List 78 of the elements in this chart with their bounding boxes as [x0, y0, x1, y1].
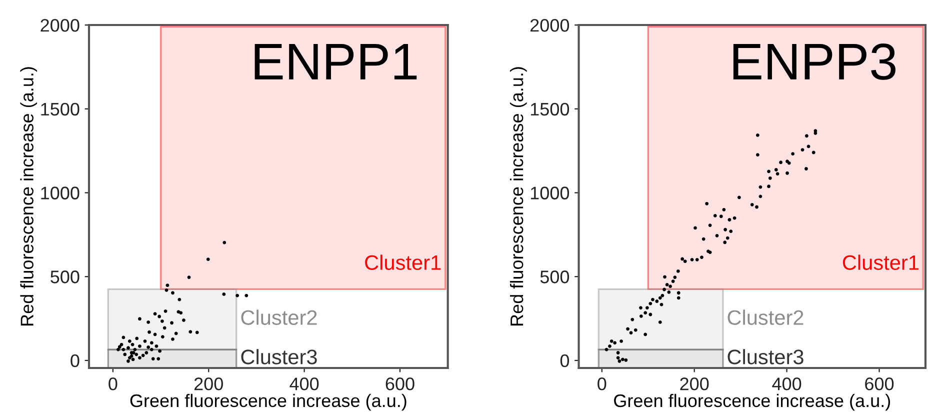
point [116, 348, 120, 352]
point [195, 330, 199, 334]
point [171, 291, 174, 295]
y-tick-label: 1000 [41, 186, 80, 200]
point [171, 337, 174, 341]
point [138, 344, 142, 348]
point [146, 346, 150, 349]
point [222, 292, 226, 296]
y-tick-label: 1500 [41, 102, 80, 116]
x-tick-label: 200 [680, 378, 709, 390]
point [133, 348, 137, 352]
point [141, 354, 145, 358]
y-tick-label: 500 [50, 270, 80, 284]
y-tick-label: 2000 [40, 18, 80, 32]
point [170, 321, 174, 325]
point [236, 294, 240, 298]
point [244, 294, 248, 298]
point [174, 332, 178, 336]
point [156, 357, 160, 360]
series-label: Cluster3 [241, 349, 317, 364]
y-tick-label: 1500 [530, 102, 570, 116]
point [179, 311, 183, 315]
series-label: Cluster1 [365, 254, 441, 270]
point [158, 314, 162, 318]
series-label: Cluster3 [728, 349, 804, 364]
point [182, 318, 186, 322]
y-axis-title: Red fluorescence increase (a.u.) [510, 67, 527, 326]
point [154, 344, 158, 348]
point [158, 349, 162, 353]
point [118, 345, 122, 349]
point [134, 352, 138, 356]
point [206, 258, 210, 262]
y-tick-label: 2000 [530, 18, 570, 32]
point [166, 284, 170, 288]
point [164, 309, 168, 313]
x-tick-label: 0 [598, 378, 606, 390]
point [135, 336, 139, 340]
point [122, 348, 126, 352]
point [178, 298, 182, 302]
point [128, 339, 132, 343]
y-axis-title: Red fluorescence increase (a.u.) [20, 67, 38, 326]
point [150, 348, 154, 352]
x-tick-label: 400 [290, 378, 319, 390]
point [146, 320, 150, 324]
y-tick-label: 1000 [530, 186, 570, 200]
point [162, 326, 166, 330]
chart-title: ENPP1 [254, 44, 417, 80]
point [150, 341, 154, 345]
point [138, 356, 142, 360]
x-tick-label: 600 [865, 378, 894, 390]
point [144, 351, 148, 354]
point [126, 359, 130, 363]
x-axis-title: Green fluorescence increase (a.u.) [130, 394, 406, 411]
x-axis-title: Green fluorescence increase (a.u.) [614, 394, 890, 411]
point [126, 346, 130, 350]
point [164, 288, 168, 292]
y-tick-label: 500 [540, 270, 570, 284]
y-tick-label: 0 [560, 354, 570, 368]
series-label: Cluster1 [842, 254, 918, 270]
point [151, 357, 155, 360]
x-tick-label: 600 [386, 378, 414, 390]
chart-title: ENPP3 [733, 44, 896, 80]
y-tick-label: 0 [70, 354, 80, 368]
point [187, 276, 191, 279]
series-label: Cluster2 [241, 310, 317, 325]
x-tick-label: 400 [772, 378, 802, 390]
point [148, 330, 151, 334]
point [160, 335, 164, 339]
point [138, 317, 142, 321]
point [160, 320, 164, 323]
x-tick-label: 0 [108, 378, 118, 390]
point [123, 352, 127, 356]
x-tick-label: 200 [194, 378, 223, 390]
point [153, 312, 157, 316]
point [143, 339, 147, 343]
point [188, 330, 192, 334]
point [222, 240, 226, 244]
series-label: Cluster2 [728, 310, 804, 325]
